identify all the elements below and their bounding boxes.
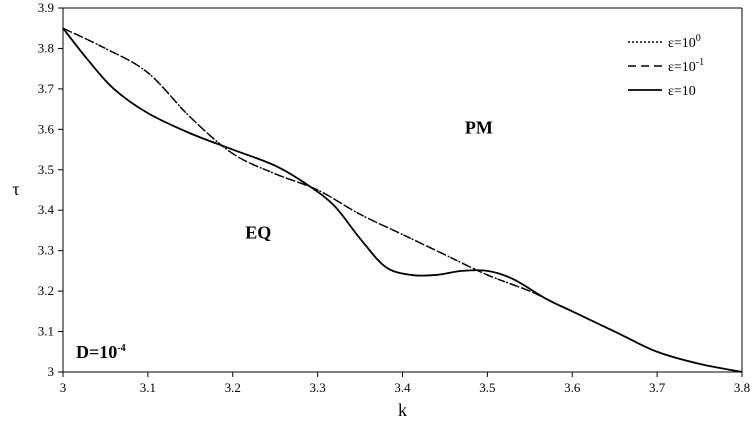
y-tick-label: 3.8 <box>38 40 54 55</box>
legend-item-2: ε=10 <box>628 84 696 99</box>
series-line-0 <box>62 27 556 304</box>
legend-item-0: ε=100 <box>628 33 701 51</box>
y-tick-label: 3.3 <box>38 243 54 258</box>
x-tick-label: 3.5 <box>479 380 495 395</box>
legend-label-sup: 0 <box>696 33 701 44</box>
y-tick-label: 3.4 <box>38 202 55 217</box>
y-tick-label: 3.1 <box>38 324 54 339</box>
x-ticks: 3 3.1 3.2 3.3 3.4 3.5 3.6 3.7 3.8 <box>60 372 750 395</box>
y-ticks: 3 3.1 3.2 3.3 3.4 3.5 3.6 3.7 3.8 3.9 <box>38 0 63 379</box>
legend-label-base: ε=10 <box>668 36 696 51</box>
x-tick-label: 3.1 <box>140 380 156 395</box>
parameter-label-base: D=10 <box>76 342 117 362</box>
region-label-pm: PM <box>465 117 493 137</box>
legend-label-2: ε=10 <box>668 84 696 99</box>
series-line-2 <box>62 27 743 373</box>
legend-label-sup: -1 <box>696 57 704 68</box>
y-tick-label: 3.6 <box>38 121 55 136</box>
parameter-label-sup: -4 <box>117 343 125 354</box>
legend-label-0: ε=100 <box>668 33 701 51</box>
y-tick-label: 3.5 <box>38 162 54 177</box>
x-tick-label: 3 <box>60 380 67 395</box>
y-tick-label: 3.7 <box>38 81 55 96</box>
x-tick-label: 3.8 <box>734 380 750 395</box>
legend-item-1: ε=10-1 <box>628 57 704 75</box>
x-tick-label: 3.2 <box>225 380 241 395</box>
plot-area: 3 3.1 3.2 3.3 3.4 3.5 3.6 3.7 3.8 33.13.23.33.43… <box>38 0 750 395</box>
series-group <box>62 27 743 373</box>
x-tick-label: 3.4 <box>394 380 411 395</box>
region-label-eq: EQ <box>245 223 271 243</box>
y-tick-label: 3.2 <box>38 283 54 298</box>
series-line-1 <box>62 27 556 304</box>
legend-label-1: ε=10-1 <box>668 57 704 75</box>
legend-label-base: ε=10 <box>668 60 696 75</box>
x-tick-label: 3.6 <box>564 380 581 395</box>
y-tick-label: 3 <box>48 364 55 379</box>
x-axis-title: k <box>398 400 407 420</box>
y-axis-title: τ <box>12 179 19 199</box>
x-tick-label: 3.3 <box>310 380 326 395</box>
legend-label-base: ε=10 <box>668 84 696 99</box>
parameter-label: D=10-4 <box>76 342 126 362</box>
x-tick-label: 3.7 <box>649 380 666 395</box>
y-tick-label: 3.9 <box>38 0 54 15</box>
